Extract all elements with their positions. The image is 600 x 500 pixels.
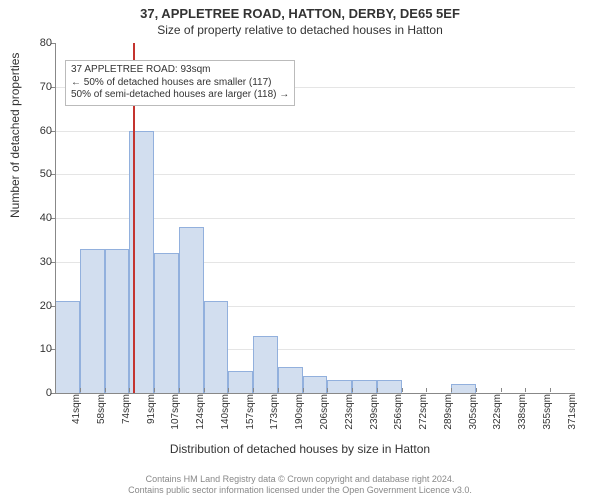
histogram-bar: [55, 301, 80, 393]
histogram-bar: [377, 380, 402, 393]
footer-attribution: Contains HM Land Registry data © Crown c…: [0, 474, 600, 496]
xtick-label: 272sqm: [418, 394, 429, 430]
xtick-label: 173sqm: [269, 394, 280, 430]
chart-subtitle: Size of property relative to detached ho…: [0, 21, 600, 37]
xtick-mark: [179, 388, 180, 392]
histogram-bar: [303, 376, 328, 394]
xtick-label: 124sqm: [195, 394, 206, 430]
xtick-mark: [525, 388, 526, 392]
xtick-mark: [451, 388, 452, 392]
chart-title: 37, APPLETREE ROAD, HATTON, DERBY, DE65 …: [0, 0, 600, 21]
histogram-bar: [154, 253, 179, 393]
ytick-label: 60: [12, 125, 52, 137]
xtick-mark: [402, 388, 403, 392]
xtick-mark: [253, 388, 254, 392]
xtick-label: 157sqm: [245, 394, 256, 430]
xtick-mark: [129, 388, 130, 392]
histogram-bar: [278, 367, 303, 393]
xtick-label: 190sqm: [294, 394, 305, 430]
xtick-label: 371sqm: [567, 394, 578, 430]
xtick-mark: [80, 388, 81, 392]
ytick-label: 0: [12, 387, 52, 399]
xtick-label: 256sqm: [393, 394, 404, 430]
xtick-label: 338sqm: [517, 394, 528, 430]
ytick-label: 80: [12, 37, 52, 49]
xtick-label: 91sqm: [146, 394, 157, 424]
xtick-mark: [352, 388, 353, 392]
xtick-mark: [55, 388, 56, 392]
xtick-mark: [377, 388, 378, 392]
xtick-mark: [278, 388, 279, 392]
xtick-label: 305sqm: [468, 394, 479, 430]
xtick-mark: [327, 388, 328, 392]
xtick-mark: [550, 388, 551, 392]
xtick-label: 223sqm: [344, 394, 355, 430]
histogram-bar: [204, 301, 229, 393]
histogram-bar: [352, 380, 377, 393]
xtick-mark: [105, 388, 106, 392]
xtick-mark: [228, 388, 229, 392]
xtick-label: 41sqm: [71, 394, 82, 424]
annotation-line: 37 APPLETREE ROAD: 93sqm: [71, 64, 289, 77]
xtick-label: 322sqm: [492, 394, 503, 430]
histogram-bar: [179, 227, 204, 393]
histogram-bar: [80, 249, 105, 393]
histogram-bar: [451, 384, 476, 393]
xtick-mark: [426, 388, 427, 392]
histogram-bar: [327, 380, 352, 393]
xtick-label: 206sqm: [319, 394, 330, 430]
ytick-label: 70: [12, 81, 52, 93]
annotation-line: ← 50% of detached houses are smaller (11…: [71, 77, 289, 90]
xtick-label: 140sqm: [220, 394, 231, 430]
histogram-bar: [228, 371, 253, 393]
chart-area: Number of detached properties 37 APPLETR…: [0, 38, 600, 458]
annotation-box: 37 APPLETREE ROAD: 93sqm← 50% of detache…: [65, 60, 295, 106]
xtick-label: 239sqm: [369, 394, 380, 430]
xtick-label: 74sqm: [121, 394, 132, 424]
xtick-mark: [501, 388, 502, 392]
ytick-label: 50: [12, 168, 52, 180]
footer-line-1: Contains HM Land Registry data © Crown c…: [0, 474, 600, 485]
xtick-label: 289sqm: [443, 394, 454, 430]
ytick-label: 40: [12, 212, 52, 224]
xtick-mark: [154, 388, 155, 392]
x-axis-label: Distribution of detached houses by size …: [0, 442, 600, 456]
xtick-label: 107sqm: [170, 394, 181, 430]
ytick-label: 20: [12, 300, 52, 312]
plot-area: 37 APPLETREE ROAD: 93sqm← 50% of detache…: [55, 43, 575, 393]
xtick-mark: [476, 388, 477, 392]
xtick-label: 355sqm: [542, 394, 553, 430]
ytick-label: 10: [12, 343, 52, 355]
xtick-mark: [303, 388, 304, 392]
ytick-label: 30: [12, 256, 52, 268]
y-axis-line: [55, 43, 56, 393]
xtick-label: 58sqm: [96, 394, 107, 424]
xtick-mark: [204, 388, 205, 392]
footer-line-2: Contains public sector information licen…: [0, 485, 600, 496]
histogram-bar: [105, 249, 130, 393]
histogram-bar: [253, 336, 278, 393]
annotation-line: 50% of semi-detached houses are larger (…: [71, 89, 289, 102]
